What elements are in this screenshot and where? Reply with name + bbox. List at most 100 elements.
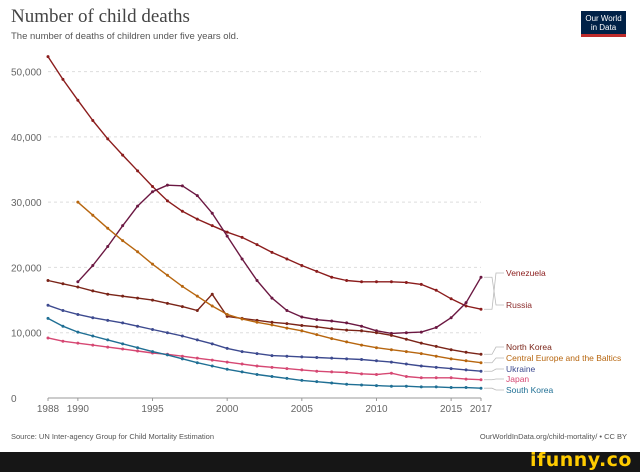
- data-point: [285, 322, 289, 326]
- data-point: [106, 292, 110, 296]
- data-point: [315, 318, 319, 322]
- data-point: [195, 361, 199, 365]
- data-point: [315, 325, 319, 329]
- x-tick-label: 1995: [141, 404, 164, 415]
- source-note: Source: UN Inter-agency Group for Child …: [11, 432, 214, 441]
- owid-logo[interactable]: Our World in Data: [581, 11, 626, 37]
- data-point: [389, 333, 393, 337]
- data-point: [121, 153, 125, 157]
- data-point: [434, 376, 438, 380]
- data-point: [464, 359, 468, 363]
- y-tick-label: 0: [11, 394, 17, 405]
- data-point: [195, 356, 199, 360]
- data-point: [330, 275, 334, 279]
- data-point: [419, 341, 423, 345]
- data-point: [91, 119, 95, 123]
- data-point: [210, 304, 214, 308]
- data-point: [225, 230, 229, 234]
- data-point: [240, 235, 244, 239]
- data-point: [464, 304, 468, 308]
- data-point: [255, 278, 259, 282]
- data-point: [76, 200, 80, 204]
- x-tick-label: 2000: [216, 404, 239, 415]
- data-point: [106, 338, 110, 342]
- y-tick-label: 40,000: [11, 133, 42, 144]
- data-point: [270, 374, 274, 378]
- data-point: [46, 336, 50, 340]
- data-point: [315, 269, 319, 273]
- data-point: [210, 358, 214, 362]
- data-point: [210, 224, 214, 228]
- data-point: [121, 347, 125, 351]
- data-point: [121, 239, 125, 243]
- data-point: [464, 301, 468, 305]
- data-point: [180, 305, 184, 309]
- chart-subtitle: The number of deaths of children under f…: [11, 31, 239, 42]
- credit-link[interactable]: OurWorldInData.org/child-mortality/ • CC…: [479, 432, 627, 441]
- data-point: [255, 320, 259, 324]
- series-line-central-europe-and-the-baltics: [77, 201, 482, 364]
- data-point: [374, 331, 378, 335]
- data-point: [389, 360, 393, 364]
- data-point: [76, 330, 80, 334]
- series-line-japan: [47, 337, 482, 381]
- data-point: [151, 190, 155, 194]
- data-point: [240, 362, 244, 366]
- data-point: [240, 370, 244, 374]
- data-point: [270, 320, 274, 324]
- x-tick-label: 2015: [440, 404, 463, 415]
- data-point: [360, 383, 364, 387]
- data-point: [136, 296, 140, 300]
- data-point: [195, 194, 199, 198]
- data-point: [106, 137, 110, 141]
- data-point: [240, 317, 244, 321]
- data-point: [91, 289, 95, 293]
- data-point: [345, 371, 349, 375]
- data-point: [434, 385, 438, 389]
- data-point: [151, 298, 155, 302]
- data-point: [360, 329, 364, 333]
- data-point: [479, 386, 483, 390]
- data-point: [285, 367, 289, 371]
- data-point: [151, 350, 155, 354]
- data-point: [121, 321, 125, 325]
- data-point: [165, 301, 169, 305]
- chart-title: Number of child deaths: [11, 6, 190, 27]
- data-point: [76, 98, 80, 102]
- data-point: [270, 365, 274, 369]
- data-point: [61, 324, 65, 328]
- data-point: [434, 288, 438, 292]
- data-point: [374, 372, 378, 376]
- y-tick-label: 20,000: [11, 263, 42, 274]
- data-point: [195, 217, 199, 221]
- data-point: [91, 334, 95, 338]
- data-point: [449, 348, 453, 352]
- data-point: [434, 344, 438, 348]
- data-point: [404, 384, 408, 388]
- data-point: [360, 343, 364, 347]
- data-point: [136, 169, 140, 173]
- data-point: [404, 337, 408, 341]
- data-point: [330, 327, 334, 331]
- series-line-venezuela: [47, 56, 482, 310]
- data-point: [300, 368, 304, 372]
- data-point: [479, 352, 483, 356]
- data-point: [300, 355, 304, 359]
- data-point: [151, 327, 155, 331]
- series-line-ukraine: [47, 304, 482, 372]
- data-point: [300, 378, 304, 382]
- data-point: [419, 364, 423, 368]
- data-point: [479, 361, 483, 365]
- series-label-south-korea: South Korea: [506, 385, 554, 395]
- data-point: [404, 331, 408, 335]
- data-point: [464, 350, 468, 354]
- data-point: [300, 324, 304, 328]
- label-connector: [484, 378, 504, 381]
- data-point: [285, 309, 289, 313]
- data-point: [464, 386, 468, 390]
- data-point: [136, 250, 140, 254]
- data-point: [180, 209, 184, 213]
- data-point: [165, 331, 169, 335]
- data-point: [270, 250, 274, 254]
- data-point: [404, 362, 408, 366]
